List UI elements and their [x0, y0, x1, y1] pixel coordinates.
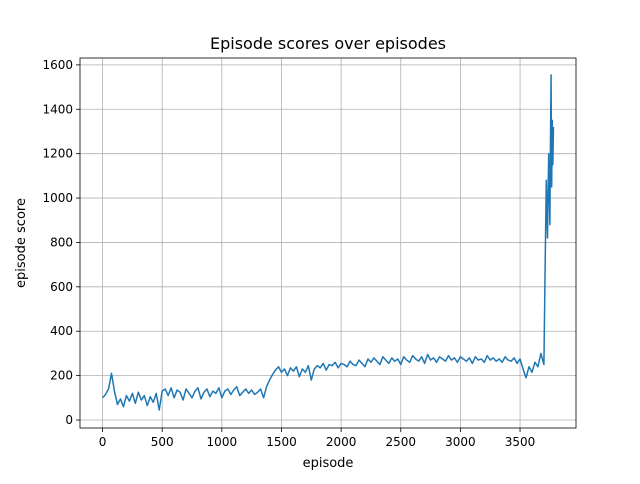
x-tick-label: 2000	[326, 435, 357, 449]
chart-title: Episode scores over episodes	[210, 34, 446, 53]
data-line	[101, 74, 555, 411]
y-axis-label: episode score	[14, 198, 29, 288]
x-tick-label: 3000	[445, 435, 476, 449]
y-tick-label: 600	[50, 280, 73, 294]
plot-frame	[79, 57, 577, 429]
y-tick-label: 1400	[42, 102, 73, 116]
y-tick-label: 400	[50, 324, 73, 338]
x-tick-label: 1000	[207, 435, 238, 449]
y-tick-label: 800	[50, 235, 73, 249]
x-tick-label: 500	[151, 435, 174, 449]
x-tick-label: 3500	[505, 435, 536, 449]
x-tick-label: 1500	[266, 435, 297, 449]
y-tick-label: 0	[65, 413, 73, 427]
y-tick-label: 1200	[42, 147, 73, 161]
x-tick-label: 2500	[385, 435, 416, 449]
y-tick-label: 1000	[42, 191, 73, 205]
y-tick-label: 1600	[42, 58, 73, 72]
y-tick-label: 200	[50, 369, 73, 383]
x-axis-label: episode	[303, 456, 354, 471]
x-tick-label: 0	[99, 435, 107, 449]
